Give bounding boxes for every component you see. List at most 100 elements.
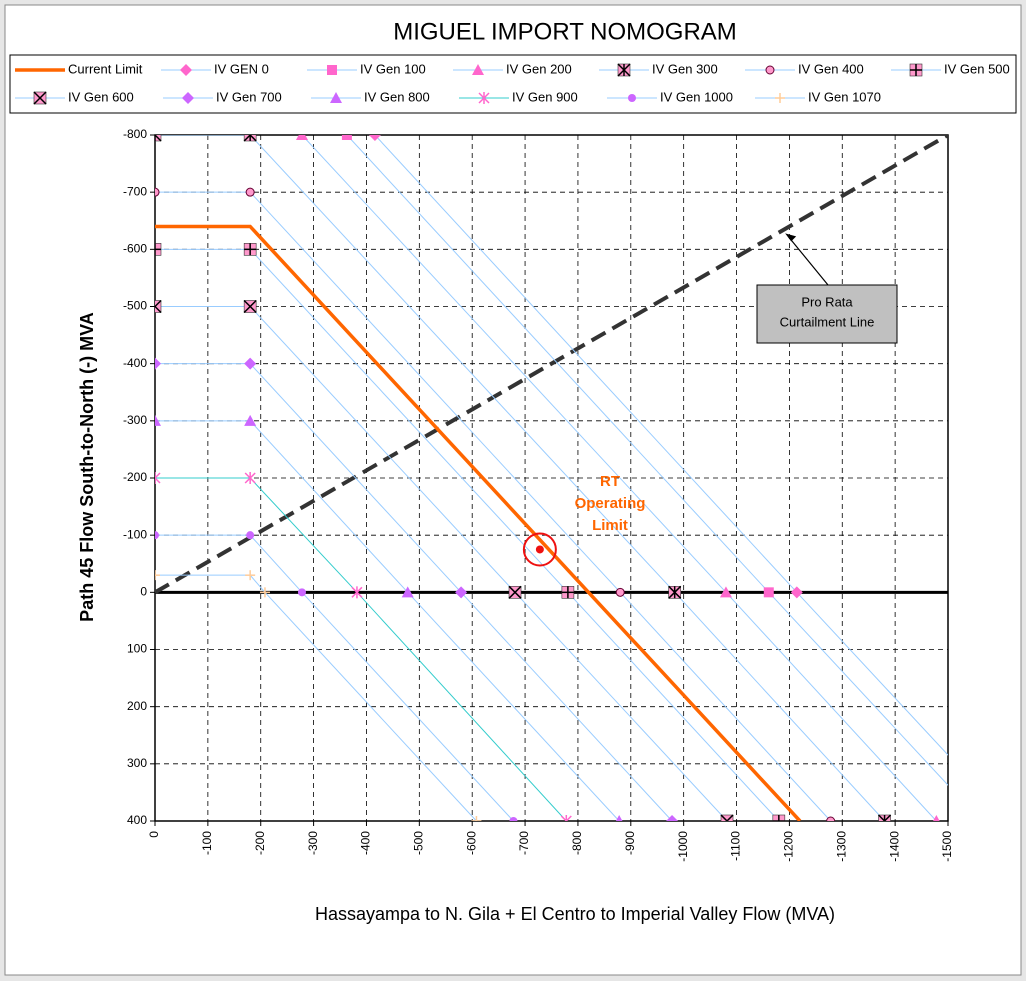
x-tick-label: -200 (253, 831, 267, 855)
marker-shape (565, 815, 572, 821)
y-tick-label: -300 (123, 413, 147, 427)
series-line (155, 420, 620, 821)
x-tick-label: -1200 (782, 831, 796, 862)
marker-shape (401, 586, 414, 598)
annotation-arrowhead (785, 233, 797, 242)
marker-shape (472, 64, 484, 75)
x-tick-label: -100 (200, 831, 214, 855)
marker-shape (790, 586, 803, 599)
operating-point-ring (522, 532, 557, 567)
chart-title: MIGUEL IMPORT NOMOGRAM (393, 18, 737, 45)
marker (790, 586, 803, 599)
marker-shape (155, 300, 162, 313)
series-line (155, 363, 673, 821)
marker-shape (295, 135, 308, 140)
marker (243, 243, 257, 256)
y-tick-label: -700 (123, 184, 147, 198)
marker-shape (243, 135, 252, 142)
x-tick-label: -900 (623, 831, 637, 855)
marker-shape (155, 531, 159, 540)
marker (243, 299, 257, 314)
marker (509, 817, 518, 821)
x-tick-label: -500 (412, 831, 426, 855)
marker (472, 64, 484, 75)
x-tick-label: -300 (306, 831, 320, 855)
marker (508, 585, 522, 599)
marker-shape (615, 815, 623, 821)
marker (455, 586, 468, 599)
y-tick-label: 0 (140, 585, 147, 599)
series-line (155, 248, 780, 821)
marker-shape (615, 587, 625, 597)
x-tick-label: -1500 (940, 831, 954, 862)
marker-shape (763, 587, 774, 598)
x-axis-title: Hassayampa to N. Gila + El Centro to Imp… (315, 904, 835, 924)
marker (719, 586, 732, 598)
marker (478, 92, 490, 104)
y-tick-label: -500 (123, 299, 147, 313)
x-tick-label: -1100 (729, 831, 743, 861)
x-tick-label: -700 (517, 831, 531, 855)
x-tick-label: -1000 (676, 831, 690, 862)
annotation-box (756, 284, 898, 344)
y-tick-label: -800 (123, 127, 147, 141)
marker (330, 92, 342, 103)
x-tick-label: -1300 (834, 831, 848, 862)
x-tick-label: -800 (570, 831, 584, 855)
marker (327, 65, 337, 75)
marker (295, 135, 308, 140)
marker (341, 135, 352, 140)
marker-shape (244, 414, 257, 426)
x-tick-label: -600 (464, 831, 478, 855)
y-tick-label: 100 (127, 642, 147, 656)
marker (615, 587, 625, 597)
y-tick-label: -200 (123, 470, 147, 484)
marker-shape (341, 135, 352, 140)
marker (244, 357, 257, 370)
plot-layer (155, 135, 948, 821)
marker-shape (243, 299, 257, 314)
marker (297, 588, 306, 597)
x-tick-label: -1400 (887, 831, 901, 862)
marker-shape (182, 92, 194, 104)
marker (155, 357, 161, 370)
marker-shape (720, 814, 734, 821)
marker (155, 531, 159, 540)
marker (826, 816, 836, 821)
marker (155, 299, 162, 314)
marker (775, 93, 785, 103)
marker (933, 815, 940, 821)
annotation-text: Operating (575, 495, 646, 512)
marker-shape (765, 65, 775, 75)
marker-shape (244, 357, 257, 370)
marker-shape (826, 816, 836, 821)
y-tick-label: -100 (123, 527, 147, 541)
marker (245, 570, 256, 581)
legend-label: IV Gen 1070 (808, 89, 881, 104)
marker-shape (180, 64, 192, 76)
y-axis-title: Path 45 Flow South-to-North (-) MVA (77, 312, 97, 622)
marker-shape (508, 585, 522, 599)
annotation-text: Pro Rata (801, 294, 853, 309)
marker-shape (720, 814, 729, 821)
marker (155, 570, 160, 581)
marker-shape (155, 476, 161, 484)
series-line (155, 477, 567, 821)
marker (909, 63, 923, 77)
marker (155, 414, 161, 426)
marker-shape (155, 305, 162, 314)
marker-shape (883, 814, 892, 821)
y-tick-label: 300 (127, 756, 147, 770)
marker-shape (878, 814, 886, 821)
marker-shape (33, 91, 47, 105)
marker-shape (933, 815, 940, 821)
marker-shape (245, 187, 255, 197)
legend-label: IV Gen 200 (506, 61, 572, 76)
x-tick-label: 0 (147, 831, 161, 838)
legend-label: IV Gen 1000 (660, 89, 733, 104)
marker-shape (155, 299, 162, 308)
marker (244, 414, 257, 426)
marker (33, 91, 47, 105)
marker (772, 814, 786, 821)
marker-shape (155, 135, 162, 142)
